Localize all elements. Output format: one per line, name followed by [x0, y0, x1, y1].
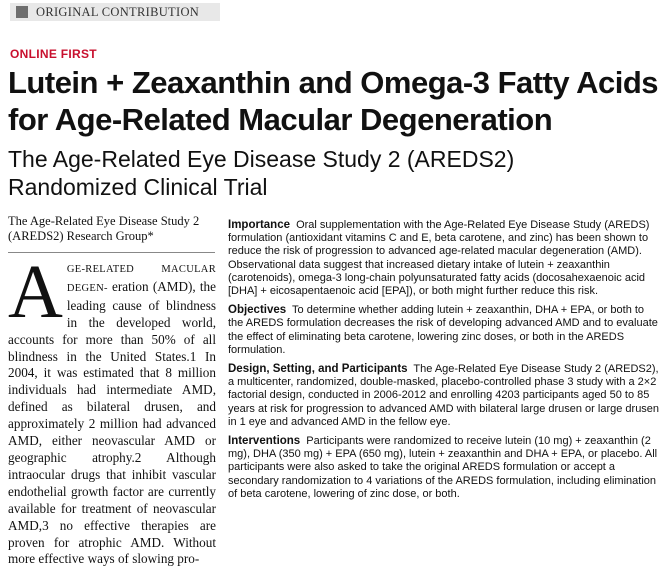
abstract-objectives: Objectives To determine whether adding l…: [228, 304, 660, 357]
online-first-label: ONLINE FIRST: [10, 47, 97, 61]
section-label: ORIGINAL CONTRIBUTION: [36, 4, 200, 19]
article-title: Lutein + Zeaxanthin and Omega-3 Fatty Ac…: [8, 65, 659, 137]
objectives-heading: Objectives: [228, 304, 287, 317]
abstract-interventions: Interventions Participants were randomiz…: [228, 435, 660, 501]
interventions-text: Participants were randomized to receive …: [228, 435, 658, 500]
author-group: The Age-Related Eye Disease Study 2 (ARE…: [8, 214, 200, 243]
objectives-text: To determine whether adding lutein + zea…: [228, 304, 658, 356]
abstract-importance: Importance Oral supplementation with the…: [228, 219, 660, 298]
lead-smallcaps: GE-RELATED MACULAR DEGEN-: [66, 264, 216, 294]
importance-heading: Importance: [228, 219, 290, 231]
abstract: Importance Oral supplementation with the…: [228, 219, 660, 507]
author-divider: [8, 252, 215, 253]
body-text-column: A GE-RELATED MACULAR DEGEN- eration (AMD)…: [8, 250, 216, 568]
interventions-heading: Interventions: [228, 435, 301, 448]
drop-cap: A: [8, 250, 63, 334]
importance-text: Oral supplementation with the Age-Relate…: [228, 219, 650, 298]
design-text: The Age-Related Eye Disease Study 2 (ARE…: [228, 363, 660, 428]
design-heading: Design, Setting, and Participants: [228, 363, 408, 376]
abstract-design: Design, Setting, and Participants The Ag…: [228, 363, 660, 429]
section-marker-square: [16, 6, 28, 18]
section-banner: ORIGINAL CONTRIBUTION: [10, 3, 220, 21]
article-subtitle: The Age-Related Eye Disease Study 2 (ARE…: [8, 146, 515, 200]
